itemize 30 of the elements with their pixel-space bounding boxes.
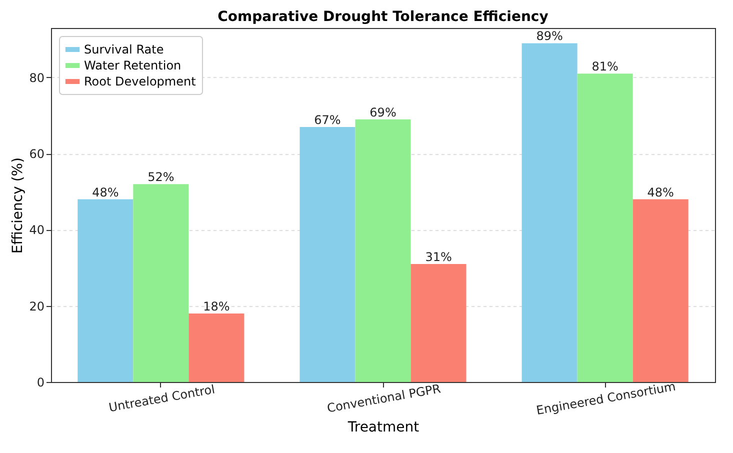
bar: [78, 199, 134, 382]
y-tick-label: 60: [29, 147, 44, 162]
legend-label: Water Retention: [84, 58, 182, 72]
bar: [355, 119, 411, 382]
bar: [632, 199, 688, 382]
data-label: 67%: [314, 112, 341, 127]
x-axis-title: Treatment: [346, 420, 420, 436]
chart-title: Comparative Drought Tolerance Efficiency: [218, 9, 548, 25]
data-label: 31%: [425, 250, 452, 264]
bar: [410, 264, 466, 382]
bar: [522, 43, 578, 382]
data-label: 52%: [148, 170, 174, 184]
data-label: 81%: [592, 60, 618, 74]
bar: [188, 313, 244, 382]
data-label: 48%: [647, 185, 674, 200]
legend-label: Root Development: [84, 74, 196, 88]
bar: [133, 184, 189, 382]
data-label: 18%: [203, 299, 230, 314]
x-tick-label: Untreated Control: [108, 382, 216, 415]
legend-label: Survival Rate: [84, 42, 164, 56]
y-tick-label: 40: [29, 223, 44, 238]
y-tick-label: 0: [36, 376, 44, 390]
data-label: 89%: [536, 29, 563, 44]
y-axis-title: Efficiency (%): [10, 157, 26, 254]
y-tick-label: 20: [29, 299, 44, 314]
bar: [300, 126, 356, 382]
bar: [577, 74, 633, 382]
y-tick-label: 80: [29, 70, 44, 85]
data-label: 48%: [92, 185, 119, 200]
data-label: 69%: [370, 105, 396, 120]
